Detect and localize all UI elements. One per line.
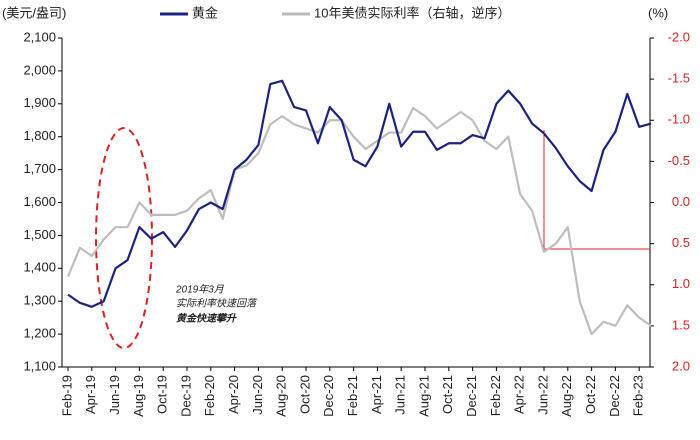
y-tick-label: 1,200 xyxy=(23,326,56,341)
y-tick-label: 2,100 xyxy=(23,29,56,44)
x-tick-label: Dec-20 xyxy=(321,375,336,417)
y2-tick-label: 2.0 xyxy=(672,358,690,373)
y-tick-label: 2,000 xyxy=(23,62,56,77)
series-line xyxy=(66,106,652,336)
y-axis-label: (美元/盎司) xyxy=(2,5,66,20)
x-tick-label: Aug-22 xyxy=(559,375,574,417)
x-tick-label: Aug-21 xyxy=(416,375,431,417)
x-tick-label: Apr-20 xyxy=(226,375,241,414)
y2-tick-label: 1.0 xyxy=(672,276,690,291)
x-tick-label: Oct-21 xyxy=(440,375,455,414)
x-tick-label: Aug-19 xyxy=(131,375,146,417)
legend-label: 黄金 xyxy=(192,5,218,20)
x-tick-label: Dec-21 xyxy=(464,375,479,417)
annotation: 黄金快速攀升 xyxy=(176,313,237,325)
y-tick-label: 1,600 xyxy=(23,194,56,209)
y2-axis-label: (%) xyxy=(648,5,668,20)
series-line xyxy=(67,79,652,308)
annotation: 实际利率快速回落 xyxy=(176,298,258,310)
x-tick-label: Jun-21 xyxy=(393,375,408,415)
x-tick-label: Jun-22 xyxy=(535,375,550,415)
y2-tick-label: 0.5 xyxy=(672,235,690,250)
y2-tick-label: -0.5 xyxy=(668,153,690,168)
y-tick-label: 1,900 xyxy=(23,95,56,110)
x-tick-label: Feb-19 xyxy=(59,375,74,416)
y-tick-label: 1,400 xyxy=(23,260,56,275)
y-tick-label: 1,100 xyxy=(23,358,56,373)
x-tick-label: Apr-22 xyxy=(512,375,527,414)
x-tick-label: Dec-19 xyxy=(178,375,193,417)
y-tick-label: 1,800 xyxy=(23,128,56,143)
y-tick-label: 1,700 xyxy=(23,161,56,176)
x-tick-label: Feb-20 xyxy=(202,375,217,416)
y2-tick-label: -1.5 xyxy=(668,71,690,86)
x-tick-label: Feb-22 xyxy=(488,375,503,416)
annotation: 2019年3月 xyxy=(175,284,225,296)
x-tick-label: Feb-23 xyxy=(631,375,646,416)
y2-tick-label: 1.5 xyxy=(672,317,690,332)
legend-label: 10年美债实际利率（右轴，逆序） xyxy=(314,5,510,20)
y-tick-label: 1,300 xyxy=(23,293,56,308)
x-tick-label: Apr-21 xyxy=(369,375,384,414)
x-tick-label: Oct-22 xyxy=(583,375,598,414)
x-tick-label: Oct-19 xyxy=(155,375,170,414)
x-tick-label: Aug-20 xyxy=(274,375,289,417)
x-tick-label: Oct-20 xyxy=(297,375,312,414)
x-tick-label: Jun-20 xyxy=(250,375,265,415)
x-tick-label: Jun-19 xyxy=(107,375,122,415)
x-tick-label: Dec-22 xyxy=(607,375,622,417)
y2-tick-label: 0.0 xyxy=(672,194,690,209)
y2-tick-label: -2.0 xyxy=(668,29,690,44)
x-tick-label: Feb-21 xyxy=(345,375,360,416)
x-tick-label: Apr-19 xyxy=(83,375,98,414)
y-tick-label: 1,500 xyxy=(23,227,56,242)
y2-tick-label: -1.0 xyxy=(668,112,690,127)
